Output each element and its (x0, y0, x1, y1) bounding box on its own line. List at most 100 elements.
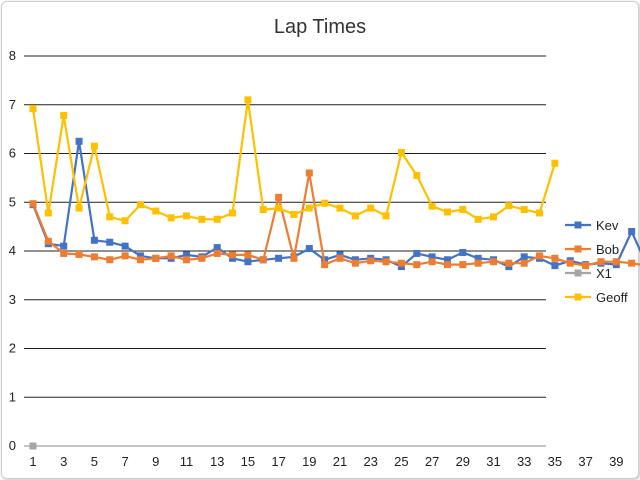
y-tick-label: 8 (9, 48, 16, 63)
data-point (536, 252, 544, 260)
legend-item-bob: Bob (565, 242, 619, 257)
data-point (413, 249, 421, 257)
x-tick-label: 19 (302, 454, 316, 469)
data-point (367, 204, 375, 212)
data-point (551, 254, 559, 262)
data-point (106, 238, 114, 246)
data-point (121, 242, 129, 250)
legend-marker (574, 221, 582, 229)
legend-item-x1: X1 (565, 266, 612, 281)
data-point (536, 209, 544, 217)
x-axis: 1357911131517192123252729313335373941434… (29, 454, 640, 469)
chart-title: Lap Times (274, 16, 366, 38)
data-point (551, 159, 559, 167)
data-point (183, 251, 190, 259)
data-point (413, 261, 421, 269)
data-point (428, 253, 436, 261)
data-point (275, 254, 283, 262)
data-point (628, 259, 636, 267)
data-point (106, 213, 114, 221)
data-point (152, 207, 160, 215)
data-point (75, 250, 83, 258)
data-point (382, 212, 390, 220)
data-point (551, 262, 559, 270)
data-point (198, 254, 206, 262)
series-bob (29, 169, 640, 270)
data-point (183, 212, 190, 220)
data-point (60, 249, 68, 257)
data-point (305, 245, 313, 253)
data-point (121, 217, 129, 225)
x-tick-label: 29 (456, 454, 470, 469)
data-point (275, 204, 283, 212)
x-tick-label: 37 (578, 454, 592, 469)
y-tick-label: 3 (9, 292, 16, 307)
y-tick-label: 5 (9, 194, 16, 209)
data-point (152, 254, 160, 262)
y-tick-label: 7 (9, 97, 16, 112)
x-tick-label: 1 (29, 454, 36, 469)
data-point (428, 202, 436, 210)
data-point (597, 258, 605, 266)
x-tick-label: 9 (152, 454, 159, 469)
data-point (275, 193, 283, 201)
data-point (106, 256, 114, 264)
legend-label: Bob (596, 242, 619, 257)
legend-label: Geoff (596, 290, 628, 305)
data-point (321, 199, 329, 207)
data-point (136, 256, 144, 264)
data-point (582, 262, 590, 270)
data-point (459, 248, 467, 256)
data-point (198, 215, 206, 223)
data-point (244, 251, 252, 259)
data-point (459, 261, 467, 269)
data-point (490, 258, 497, 266)
data-point (413, 171, 421, 179)
data-point (520, 259, 528, 267)
data-point (60, 111, 68, 119)
data-point (474, 259, 482, 267)
data-point (566, 259, 574, 267)
data-point (520, 253, 528, 261)
data-point (44, 209, 52, 217)
data-point (505, 202, 513, 210)
data-point (213, 215, 221, 223)
data-point (29, 200, 37, 208)
x-tick-label: 7 (121, 454, 128, 469)
data-point (612, 258, 620, 266)
data-point (628, 228, 636, 235)
data-point (29, 442, 37, 450)
legend-marker (574, 269, 582, 277)
data-point (351, 212, 359, 220)
data-point (213, 249, 221, 257)
x-tick-label: 15 (241, 454, 255, 469)
data-point (321, 261, 329, 269)
x-tick-label: 11 (180, 454, 194, 469)
data-point (244, 96, 252, 104)
x-tick-label: 33 (517, 454, 531, 469)
x-tick-label: 39 (609, 454, 623, 469)
x-tick-label: 35 (548, 454, 562, 469)
data-point (336, 254, 344, 262)
data-point (44, 237, 52, 245)
y-tick-label: 1 (9, 389, 16, 404)
legend-label: X1 (596, 266, 612, 281)
x-tick-label: 31 (486, 454, 500, 469)
legend-item-kev: Kev (565, 218, 619, 233)
data-point (351, 259, 359, 267)
data-point (167, 252, 175, 260)
y-tick-label: 4 (9, 243, 16, 258)
data-point (367, 257, 375, 265)
data-point (382, 258, 390, 266)
data-point (397, 259, 405, 267)
data-point (213, 244, 221, 252)
data-point (90, 236, 98, 244)
data-point (474, 254, 482, 262)
data-point (75, 137, 83, 145)
x-tick-label: 27 (425, 454, 439, 469)
y-tick-label: 0 (9, 438, 16, 453)
x-tick-label: 5 (91, 454, 98, 469)
y-tick-label: 2 (9, 341, 16, 356)
series-kev (29, 137, 640, 271)
x-tick-label: 3 (60, 454, 67, 469)
